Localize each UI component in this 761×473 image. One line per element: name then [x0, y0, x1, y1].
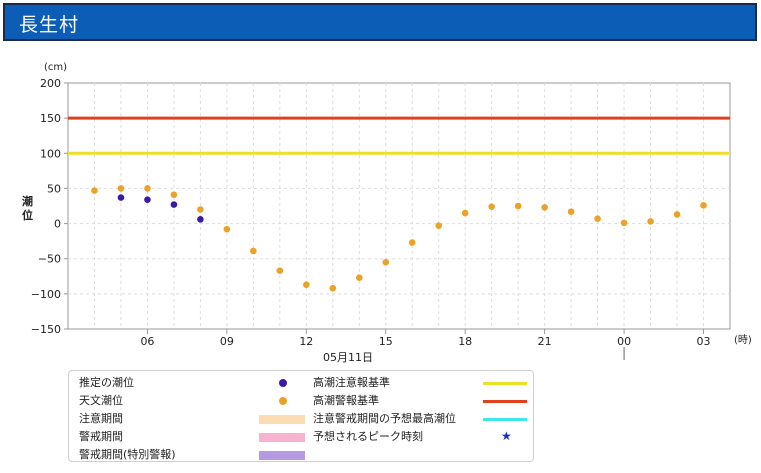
data-point — [461, 209, 469, 217]
x-tick-label: 21 — [538, 335, 552, 348]
data-point — [329, 284, 337, 292]
y-tick-label: −150 — [31, 323, 61, 336]
data-point — [700, 201, 707, 209]
legend-item-label: 注意期間 — [79, 412, 123, 425]
plot-area — [67, 82, 731, 330]
date-label: 05月11日 — [323, 351, 373, 364]
legend-item-label: 警戒期間(特別警報) — [79, 448, 176, 461]
x-tick-label: 18 — [458, 335, 472, 348]
y-tick-label: 200 — [40, 77, 61, 90]
x-tick-label: 00 — [617, 335, 631, 348]
data-point — [91, 187, 98, 194]
data-point — [435, 222, 443, 229]
data-point — [197, 206, 204, 213]
legend-dot-swatch — [279, 397, 287, 405]
legend-line-swatch — [483, 400, 527, 403]
data-point — [382, 258, 390, 266]
page-title: 長生村 — [19, 14, 80, 36]
x-tick-label: 15 — [379, 335, 393, 348]
y-tick-label: −100 — [31, 288, 61, 301]
data-point — [144, 196, 151, 203]
legend-band-swatch — [259, 415, 305, 424]
legend-item-label: 高潮警報基準 — [313, 394, 379, 407]
y-tick-label: 150 — [40, 112, 61, 125]
y-unit-label: (cm) — [44, 62, 67, 73]
data-point — [117, 185, 125, 192]
legend-item-label: 注意警戒期間の予想最高潮位 — [313, 412, 456, 425]
data-point — [567, 208, 575, 215]
y-tick-label: 0 — [54, 218, 61, 231]
legend-item-label: 天文潮位 — [79, 394, 123, 407]
tide-chart: 200 150 100 50 0 −50 −100 −150 06 09 12 15 18 21 00 03… — [22, 62, 752, 364]
title-bar: 長生村 — [3, 3, 757, 41]
x-tick-label: 12 — [299, 335, 313, 348]
data-point — [303, 281, 310, 289]
legend-item-label: 予想されるピーク時刻 — [313, 430, 423, 443]
y-tick-label: −50 — [38, 253, 61, 266]
point-layer — [91, 185, 707, 292]
legend-line-swatch — [483, 418, 527, 421]
x-tick-label: 06 — [140, 335, 154, 348]
data-point — [250, 247, 257, 255]
data-point — [197, 216, 204, 223]
data-point — [276, 267, 284, 274]
y-axis-label: 潮位 — [22, 194, 33, 222]
data-point — [117, 194, 125, 201]
legend-dot-swatch — [279, 379, 287, 387]
x-tick-label: 03 — [697, 335, 711, 348]
data-point — [647, 218, 654, 225]
legend-item-label: 警戒期間 — [79, 430, 123, 443]
legend: 推定の潮位天文潮位注意期間警戒期間警戒期間(特別警報) 高潮注意報基準 高潮警報基準… — [68, 370, 534, 462]
legend-band-swatch — [259, 451, 305, 460]
data-point — [408, 239, 416, 246]
legend-line-swatch — [483, 382, 527, 385]
data-point — [170, 191, 178, 199]
data-point — [673, 211, 681, 218]
data-point — [541, 204, 548, 211]
star-icon: ★ — [501, 429, 512, 443]
data-point — [620, 219, 628, 227]
y-axis: 200 150 100 50 0 −50 −100 −150 — [31, 77, 68, 336]
legend-band-swatch — [259, 433, 305, 442]
legend-item-label: 推定の潮位 — [79, 376, 134, 389]
data-point — [223, 225, 231, 233]
data-point — [355, 274, 363, 281]
data-point — [514, 202, 522, 210]
data-point — [144, 185, 151, 192]
legend-item-label: 高潮注意報基準 — [313, 376, 390, 389]
y-tick-label: 50 — [47, 182, 61, 195]
threshold-layer — [68, 116, 730, 155]
x-unit-label: (時) — [734, 334, 752, 346]
data-point — [488, 203, 495, 211]
x-tick-label: 09 — [220, 335, 234, 348]
x-axis: 06 09 12 15 18 21 00 03 — [140, 329, 711, 360]
data-point — [170, 201, 178, 208]
y-tick-label: 100 — [40, 147, 61, 160]
data-point — [594, 215, 601, 222]
